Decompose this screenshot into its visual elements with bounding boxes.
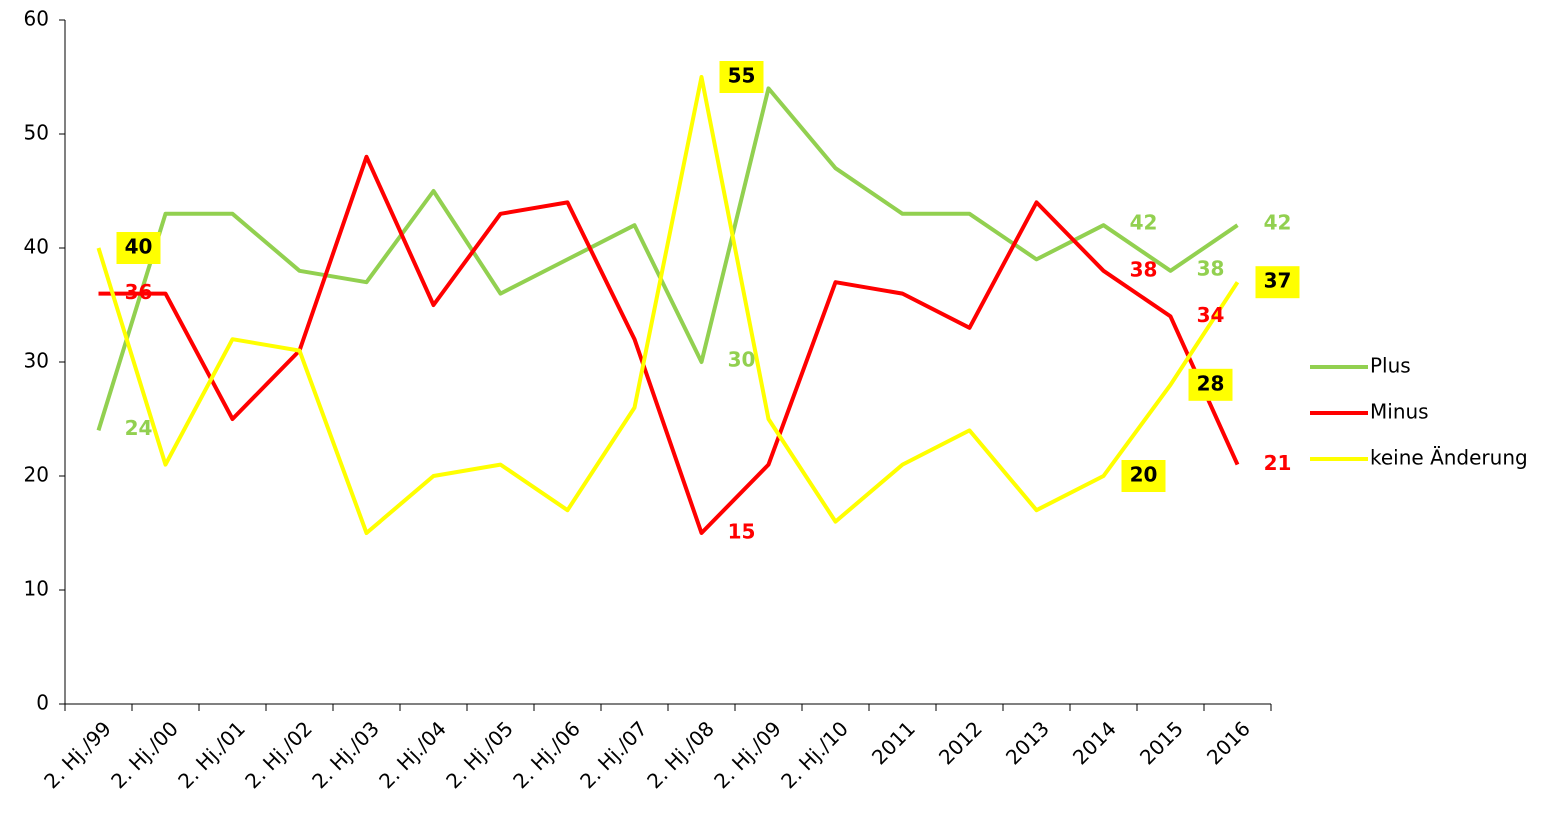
data-label-group: 38 (1197, 256, 1225, 280)
data-label: 21 (1264, 451, 1292, 475)
y-tick-label: 20 (24, 463, 49, 487)
x-tick-label: 2. Hj./99 (39, 716, 116, 793)
data-label: 36 (125, 280, 153, 304)
data-label: 38 (1197, 256, 1225, 280)
data-label: 20 (1130, 463, 1158, 487)
data-label: 38 (1130, 257, 1158, 281)
data-label-group: 30 (728, 348, 756, 372)
x-tick-label: 2. Hj./09 (709, 716, 786, 793)
data-label: 15 (728, 520, 756, 544)
x-tick-label: 2015 (1135, 716, 1188, 769)
x-tick-label: 2. Hj./03 (307, 716, 384, 793)
legend-label: keine Änderung (1370, 446, 1528, 470)
x-tick-label: 2011 (867, 716, 920, 769)
data-label-group: 24 (125, 416, 153, 440)
data-label: 42 (1130, 211, 1158, 235)
data-label: 42 (1264, 211, 1292, 235)
data-label-group: 34 (1197, 303, 1225, 327)
series-line (96, 86, 1239, 431)
data-label-group: 37 (1255, 266, 1300, 299)
x-tick-label: 2. Hj./01 (173, 716, 250, 793)
x-tick-label: 2. Hj./08 (642, 716, 719, 793)
y-tick-label: 40 (24, 235, 49, 259)
data-label-box (1255, 266, 1300, 299)
x-tick-label: 2. Hj./00 (106, 716, 183, 793)
data-label-group: 38 (1130, 257, 1158, 281)
data-label-group: 36 (125, 280, 153, 304)
legend-label: Plus (1370, 354, 1411, 378)
x-tick-label: 2. Hj./05 (441, 716, 518, 793)
y-tick-label: 10 (24, 577, 49, 601)
x-tick-label: 2. Hj./02 (240, 716, 317, 793)
data-label-group: 42 (1264, 211, 1292, 235)
data-label-box (1121, 460, 1166, 492)
legend-label: Minus (1370, 400, 1429, 424)
x-tick-label: 2. Hj./06 (508, 716, 585, 793)
x-tick-label: 2. Hj./04 (374, 716, 451, 793)
series-line (98, 154, 1240, 535)
x-tick-label: 2014 (1068, 716, 1121, 769)
data-label-group: 42 (1130, 211, 1158, 235)
data-label-group: 21 (1264, 451, 1292, 475)
data-label-group: 15 (728, 520, 756, 544)
data-label-group: 20 (1121, 460, 1166, 492)
y-tick-label: 0 (36, 691, 49, 715)
data-label-group: 40 (116, 232, 161, 264)
data-label-box (116, 232, 161, 264)
x-tick-label: 2. Hj./07 (575, 716, 652, 793)
data-label-group: 55 (719, 61, 764, 93)
data-label: 28 (1197, 371, 1225, 395)
y-tick-label: 50 (24, 121, 49, 145)
y-tick-label: 60 (24, 7, 49, 31)
x-tick-label: 2012 (934, 716, 987, 769)
data-label: 37 (1264, 269, 1292, 293)
x-tick-label: 2. Hj./10 (776, 716, 853, 793)
data-label-box (1188, 368, 1233, 401)
data-label: 40 (125, 235, 153, 259)
series-line (96, 75, 1240, 535)
x-tick-label: 2016 (1202, 716, 1255, 769)
data-label: 24 (125, 416, 153, 440)
x-tick-label: 2013 (1001, 716, 1054, 769)
y-tick-label: 30 (24, 349, 49, 373)
data-label-box (719, 61, 764, 93)
data-label: 30 (728, 348, 756, 372)
data-label-group: 28 (1188, 368, 1233, 401)
data-label: 34 (1197, 303, 1225, 327)
data-label: 55 (728, 64, 756, 88)
